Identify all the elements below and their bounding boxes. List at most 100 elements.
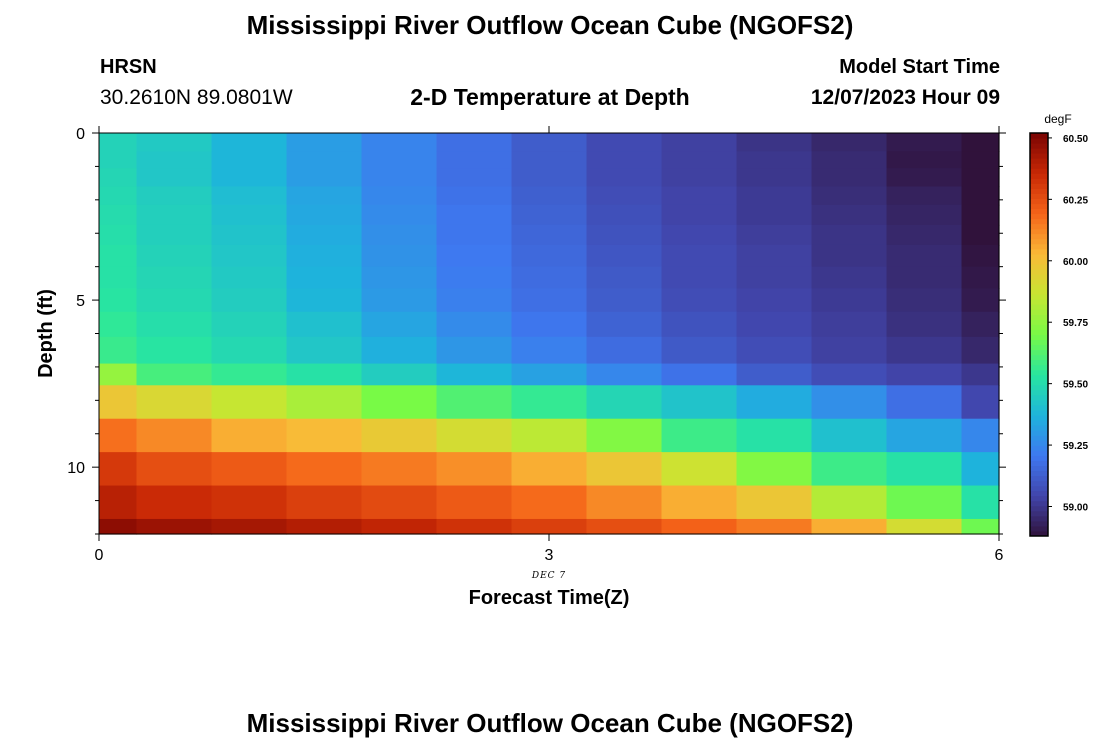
heatmap-cell: [136, 266, 213, 289]
heatmap-cell: [136, 311, 213, 338]
heatmap-cell: [961, 224, 1000, 246]
colorbar-segment: [1030, 269, 1048, 275]
colorbar-segment: [1030, 218, 1048, 225]
heatmap-cell: [361, 336, 438, 365]
heatmap-cell: [136, 133, 213, 152]
heatmap-cell: [511, 288, 588, 313]
heatmap-cell: [99, 288, 138, 313]
colorbar-segment: [1030, 284, 1048, 290]
colorbar-segment: [1030, 435, 1048, 441]
heatmap-cell: [736, 418, 813, 453]
y-tick-label: 5: [76, 293, 85, 310]
heatmap-cell: [811, 485, 888, 520]
heatmap-cell: [99, 336, 138, 365]
heatmap-cell: [886, 418, 963, 453]
colorbar-segment: [1030, 294, 1048, 300]
station-name: HRSN: [100, 56, 157, 78]
heatmap-cell: [361, 518, 438, 535]
heatmap-cell: [661, 336, 738, 365]
heatmap-cell: [436, 418, 513, 453]
heatmap-cell: [361, 186, 438, 206]
heatmap-cell: [286, 385, 363, 420]
heatmap-cell: [961, 168, 1000, 188]
heatmap-cell: [961, 363, 1000, 386]
heatmap-cell: [136, 186, 213, 206]
heatmap-cell: [661, 311, 738, 338]
colorbar-segment: [1030, 359, 1048, 366]
heatmap-cell: [586, 244, 663, 268]
heatmap-cell: [99, 518, 138, 535]
heatmap-cell: [286, 224, 363, 246]
colorbar-segment: [1030, 384, 1048, 391]
heatmap-cell: [511, 385, 588, 420]
colorbar-segment: [1030, 399, 1048, 406]
heatmap-cell: [961, 418, 1000, 453]
heatmap-cell: [511, 363, 588, 386]
colorbar-segment: [1030, 309, 1048, 315]
heatmap-cell: [586, 452, 663, 487]
heatmap-cell: [286, 133, 363, 152]
heatmap-cell: [286, 336, 363, 365]
heatmap-cell: [811, 224, 888, 246]
colorbar-segment: [1030, 389, 1048, 396]
colorbar-segment: [1030, 299, 1048, 305]
heatmap-cell: [436, 133, 513, 152]
colorbar-segment: [1030, 349, 1048, 356]
heatmap-cell: [511, 266, 588, 289]
colorbar-segment: [1030, 228, 1048, 235]
heatmap-cell: [961, 485, 1000, 520]
heatmap-cell: [811, 266, 888, 289]
heatmap-cell: [511, 244, 588, 268]
heatmap-cell: [886, 151, 963, 169]
heatmap-cell: [211, 311, 288, 338]
colorbar-segment: [1030, 168, 1048, 174]
heatmap-cell: [211, 385, 288, 420]
colorbar-segment: [1030, 445, 1048, 451]
heatmap-cell: [886, 133, 963, 152]
heatmap-cell: [511, 418, 588, 453]
heatmap-cell: [736, 151, 813, 169]
colorbar-segment: [1030, 233, 1048, 240]
heatmap-cell: [736, 288, 813, 313]
heatmap-cell: [286, 151, 363, 169]
heatmap-cell: [736, 452, 813, 487]
heatmap-cell: [661, 244, 738, 268]
heatmap-cell: [661, 186, 738, 206]
heatmap-cell: [661, 452, 738, 487]
colorbar-segment: [1030, 319, 1048, 325]
heatmap-cell: [99, 151, 138, 169]
heatmap-cell: [436, 288, 513, 313]
heatmap-cell: [811, 151, 888, 169]
heatmap-cell: [886, 244, 963, 268]
heatmap-cell: [286, 452, 363, 487]
heatmap-cell: [736, 133, 813, 152]
heatmap-cell: [886, 224, 963, 246]
colorbar-unit: degF: [1044, 112, 1071, 126]
chart-title-top: Mississippi River Outflow Ocean Cube (NG…: [246, 10, 854, 40]
colorbar-segment: [1030, 490, 1048, 497]
heatmap-cell: [586, 133, 663, 152]
colorbar-tick-label: 59.00: [1063, 503, 1088, 514]
heatmap-cell: [99, 266, 138, 289]
heatmap-cell: [661, 363, 738, 386]
model-start-time: 12/07/2023 Hour 09: [810, 86, 1000, 109]
heatmap-cell: [736, 518, 813, 535]
colorbar-segment: [1030, 193, 1048, 199]
heatmap-cell: [511, 485, 588, 520]
colorbar-segment: [1030, 425, 1048, 431]
heatmap-cell: [211, 244, 288, 268]
heatmap-cell: [136, 518, 213, 535]
colorbar-segment: [1030, 279, 1048, 285]
heatmap-cell: [136, 485, 213, 520]
heatmap-cell: [361, 168, 438, 188]
colorbar-segment: [1030, 304, 1048, 310]
x-tick-label: 0: [95, 547, 104, 564]
heatmap-cell: [211, 151, 288, 169]
colorbar-segment: [1030, 480, 1048, 487]
colorbar-segment: [1030, 440, 1048, 446]
heatmap-cell: [286, 204, 363, 226]
colorbar-segment: [1030, 374, 1048, 381]
heatmap-cell: [136, 385, 213, 420]
colorbar-segment: [1030, 364, 1048, 371]
